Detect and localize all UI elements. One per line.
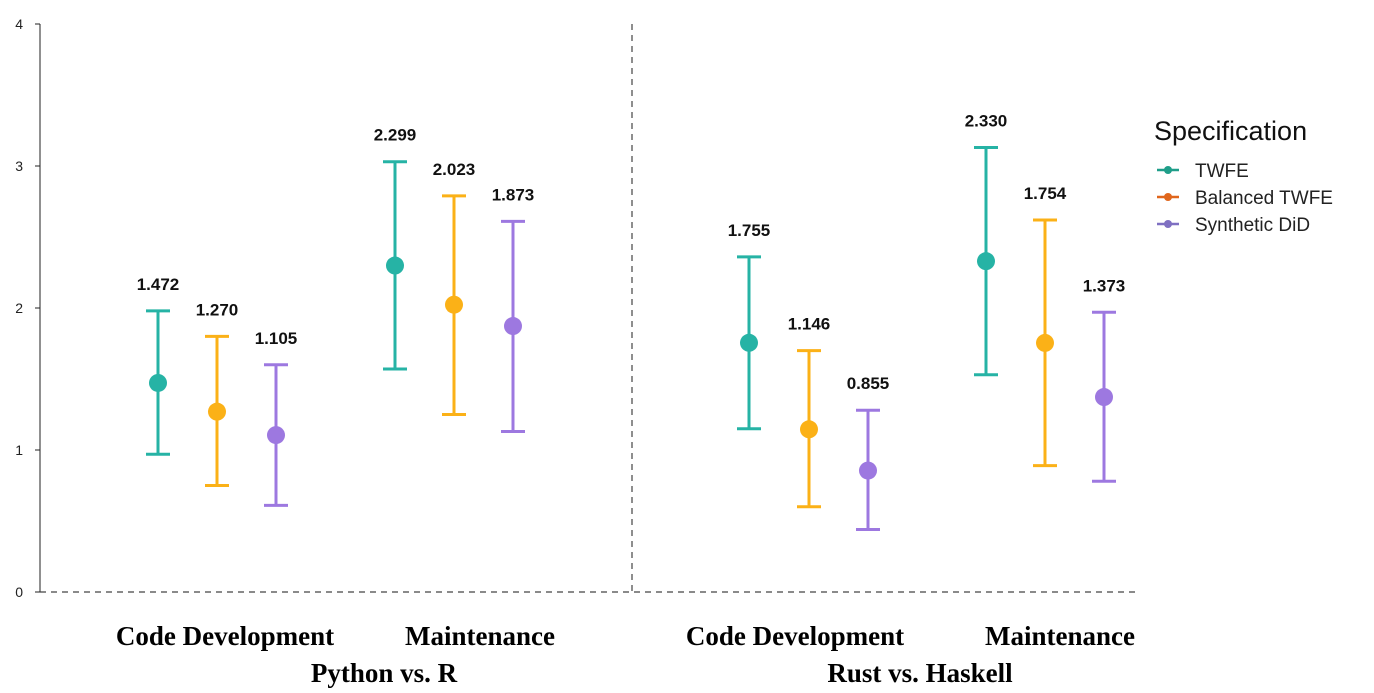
legend-swatch-dot — [1164, 193, 1172, 201]
data-label: 1.755 — [728, 221, 771, 240]
legend-swatch-dot — [1164, 166, 1172, 174]
estimate-point — [208, 402, 226, 421]
estimate-point-group: 1.105 — [255, 329, 298, 507]
estimate-point — [800, 420, 818, 439]
estimate-point-group: 0.855 — [847, 374, 890, 532]
legend-item: TWFE — [1157, 161, 1249, 182]
data-label: 1.873 — [492, 185, 535, 204]
x-group-label: Python vs. R — [311, 658, 458, 688]
legend-item: Balanced TWFE — [1157, 188, 1333, 209]
estimate-point-group: 2.299 — [374, 126, 417, 371]
estimate-point — [149, 373, 167, 392]
plot-marks: 1.472 2.299 1.755 2.330 1.270 2.023 1.146 1.754… — [137, 112, 1126, 532]
estimate-point — [445, 295, 463, 314]
data-label: 0.855 — [847, 374, 890, 393]
data-label: 2.299 — [374, 126, 417, 145]
estimate-point — [740, 333, 758, 352]
data-label: 1.373 — [1083, 276, 1126, 295]
estimate-point — [504, 317, 522, 336]
estimate-point — [267, 426, 285, 445]
legend-item: Synthetic DiD — [1157, 215, 1310, 236]
y-tick-label: 3 — [15, 158, 23, 174]
legend: Specification TWFE Balanced TWFE Synthetic … — [1154, 116, 1333, 236]
data-label: 2.023 — [433, 160, 476, 179]
axes: 0 1 2 3 4 — [15, 16, 1137, 600]
y-tick-label: 2 — [15, 300, 23, 316]
data-label: 2.330 — [965, 112, 1008, 131]
legend-label: Balanced TWFE — [1195, 188, 1333, 209]
x-category-label: Code Development — [686, 621, 904, 651]
legend-label: TWFE — [1195, 161, 1249, 182]
y-tick-label: 0 — [15, 584, 23, 600]
estimate-point-group: 1.755 — [728, 221, 771, 431]
legend-swatch-dot — [1164, 220, 1172, 228]
x-group-label: Rust vs. Haskell — [827, 658, 1013, 688]
estimate-point-group: 1.373 — [1083, 276, 1126, 483]
legend-title: Specification — [1154, 116, 1307, 146]
data-label: 1.754 — [1024, 184, 1067, 203]
x-category-label: Maintenance — [985, 621, 1135, 651]
data-label: 1.105 — [255, 329, 298, 348]
estimate-point-group: 1.873 — [492, 185, 535, 434]
estimate-point — [386, 256, 404, 275]
estimate-point-group: 2.023 — [433, 160, 476, 416]
estimate-point-group: 1.270 — [196, 300, 239, 487]
estimate-point — [859, 461, 877, 480]
legend-label: Synthetic DiD — [1195, 215, 1310, 236]
estimate-point — [977, 252, 995, 271]
x-category-label: Maintenance — [405, 621, 555, 651]
estimate-point-group: 2.330 — [965, 112, 1008, 377]
data-label: 1.270 — [196, 300, 239, 319]
category-labels: Code Development Maintenance Code Developm… — [116, 621, 1135, 688]
estimate-point-group: 1.754 — [1024, 184, 1067, 468]
estimate-point — [1036, 333, 1054, 352]
y-tick-label: 1 — [15, 442, 23, 458]
estimate-point — [1095, 388, 1113, 407]
estimate-point-group: 1.472 — [137, 275, 180, 456]
data-label: 1.146 — [788, 315, 831, 334]
estimate-point-group: 1.146 — [788, 315, 831, 509]
data-label: 1.472 — [137, 275, 180, 294]
x-category-label: Code Development — [116, 621, 334, 651]
y-tick-label: 4 — [15, 16, 23, 32]
